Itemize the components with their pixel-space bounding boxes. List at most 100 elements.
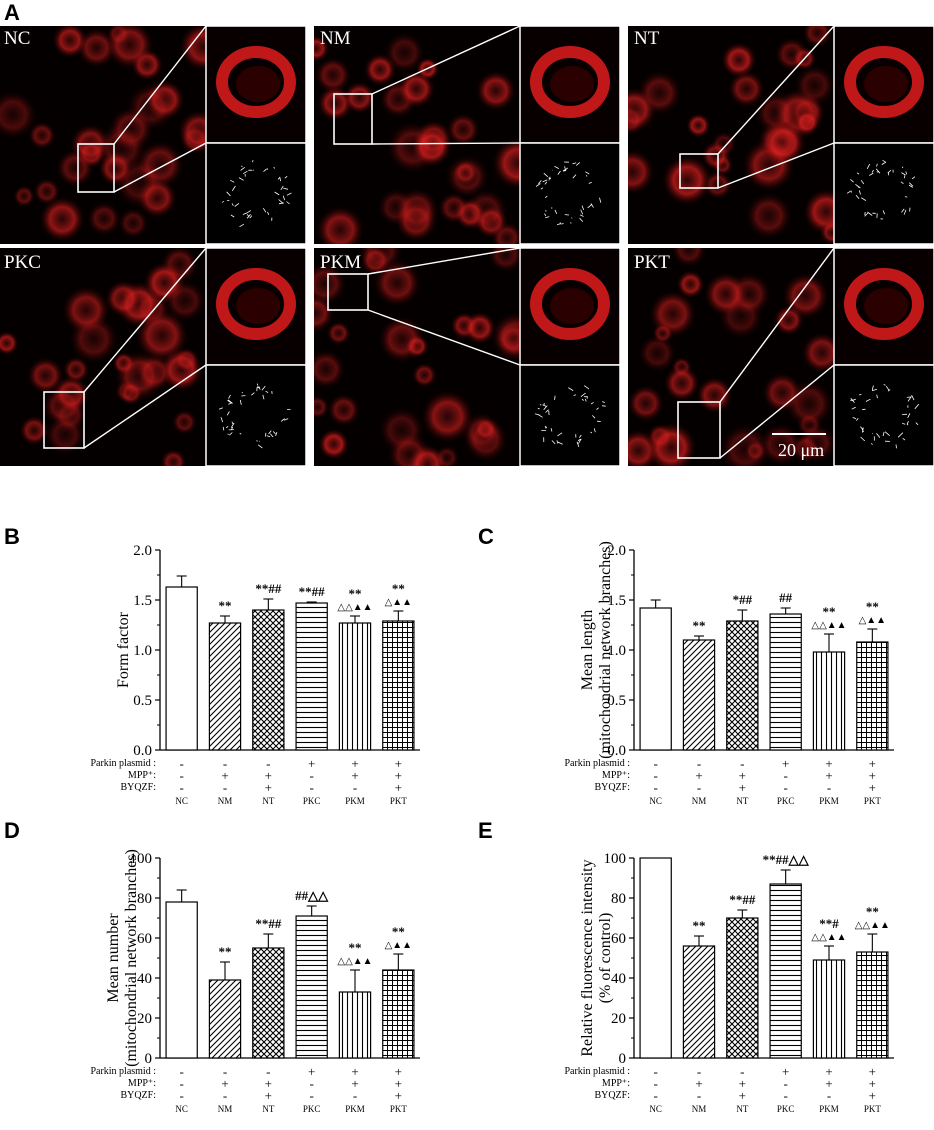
- cell-blob: [664, 365, 700, 401]
- cell-blob: [28, 121, 56, 149]
- condition-mark: -: [827, 1088, 831, 1103]
- cell-blob: [802, 26, 832, 48]
- condition-mark: +: [869, 768, 876, 783]
- y-tick-label: 1.5: [607, 593, 626, 609]
- zoom-line: [367, 248, 521, 275]
- selection-box: [679, 153, 719, 189]
- condition-mark: +: [308, 1064, 315, 1079]
- cell-blob: [172, 410, 197, 435]
- significance-markers: **: [866, 599, 879, 614]
- x-tick-label: NM: [692, 1104, 707, 1114]
- selection-box: [327, 273, 369, 311]
- bar-nm: [682, 639, 716, 751]
- y-tick-label: 0: [145, 1051, 153, 1067]
- selection-box: [677, 401, 721, 459]
- cell-blob: [327, 393, 360, 426]
- cell-blob: [801, 332, 842, 373]
- zoomed-nucleus: [864, 288, 908, 324]
- inset-skeleton: [519, 364, 620, 466]
- micrograph-image: [314, 248, 620, 466]
- condition-row-label: BYQZF:: [120, 782, 156, 793]
- x-tick-label: NT: [262, 796, 274, 806]
- condition-mark: -: [697, 756, 701, 771]
- x-tick-label: PKC: [303, 796, 321, 806]
- y-axis-label: Relative fluorescence intensity: [579, 859, 596, 1056]
- mitochondrial-skeleton: [221, 159, 292, 228]
- cell-blob: [164, 280, 206, 322]
- cell-blob: [638, 334, 676, 372]
- cell-blob: [159, 348, 204, 392]
- zoomed-nucleus: [864, 66, 908, 102]
- condition-mark: -: [223, 780, 227, 795]
- condition-mark: -: [309, 780, 313, 795]
- cell-blob: [0, 331, 19, 355]
- condition-mark: -: [309, 1088, 313, 1103]
- significance-markers-2: △△▲▲: [337, 602, 372, 613]
- cell-blob: [696, 377, 733, 414]
- cell-blob: [728, 70, 765, 107]
- zoom-line: [719, 248, 835, 403]
- bar-pkm: [338, 622, 372, 751]
- significance-markers: **: [693, 618, 706, 633]
- significance-markers: **##: [255, 581, 282, 596]
- condition-mark: +: [265, 768, 272, 783]
- y-axis-label-sub: (mitochondrial network branches): [123, 849, 140, 1067]
- cell-blob: [62, 286, 110, 334]
- bar-nm: [208, 622, 242, 751]
- y-axis-label: Mean length: [579, 610, 596, 690]
- cell-blob: [746, 193, 792, 239]
- condition-mark: -: [653, 780, 657, 795]
- condition-mark: -: [653, 1076, 657, 1091]
- significance-markers-2: △△▲▲: [855, 920, 890, 931]
- y-tick-label: 2.0: [607, 543, 626, 559]
- y-tick-label: 1.5: [133, 593, 152, 609]
- condition-mark: -: [179, 768, 183, 783]
- micrograph-pkm: PKM: [314, 248, 620, 466]
- zoomed-nucleus: [550, 288, 594, 324]
- micrograph-label: NC: [4, 28, 31, 49]
- bar-pkm: [812, 651, 846, 751]
- bar-nm: [682, 945, 716, 1059]
- y-tick-label: 0.5: [133, 693, 152, 709]
- zoomed-nucleus: [236, 288, 280, 324]
- bar-nm: [208, 979, 242, 1059]
- micrograph-label: NM: [320, 28, 351, 49]
- significance-markers: **: [392, 581, 405, 596]
- condition-mark: +: [395, 1076, 402, 1091]
- cell-blob: [628, 104, 645, 135]
- bar-nt: [252, 947, 285, 1059]
- condition-mark: +: [695, 768, 702, 783]
- cell-blob: [0, 90, 37, 139]
- cell-blob: [52, 375, 90, 413]
- zoom-line: [371, 142, 521, 145]
- condition-mark: +: [782, 1064, 789, 1079]
- bar-pkt: [382, 620, 415, 751]
- condition-mark: +: [825, 756, 832, 771]
- bar-nt: [726, 620, 759, 751]
- micrograph-nt: NT: [628, 26, 934, 244]
- x-tick-label: PKT: [864, 796, 882, 806]
- cell-blob: [628, 385, 664, 422]
- micrograph-nm: NM: [314, 26, 620, 244]
- condition-mark: +: [869, 1064, 876, 1079]
- micrograph-image: [314, 26, 620, 244]
- cell-blob: [652, 323, 674, 344]
- condition-mark: -: [223, 1088, 227, 1103]
- x-tick-label: PKM: [345, 1104, 365, 1114]
- cell-blob: [704, 272, 748, 316]
- condition-mark: +: [308, 756, 315, 771]
- significance-markers: **: [219, 598, 232, 613]
- micrograph-label: PKC: [4, 252, 41, 273]
- condition-row-label: MPP⁺:: [128, 1078, 156, 1089]
- cell-blob: [87, 202, 121, 236]
- cell-blob: [445, 155, 489, 198]
- significance-markers: **##△△: [763, 852, 810, 867]
- inset-skeleton: [205, 142, 306, 244]
- significance-markers: **##: [255, 916, 282, 931]
- micrograph-pkt: PKT 20 μm: [628, 248, 934, 466]
- condition-mark: -: [740, 756, 744, 771]
- condition-mark: +: [739, 780, 746, 795]
- y-tick-label: 60: [137, 931, 152, 947]
- condition-row-label: Parkin plasmid :: [90, 758, 156, 769]
- cell-blob: [671, 248, 706, 267]
